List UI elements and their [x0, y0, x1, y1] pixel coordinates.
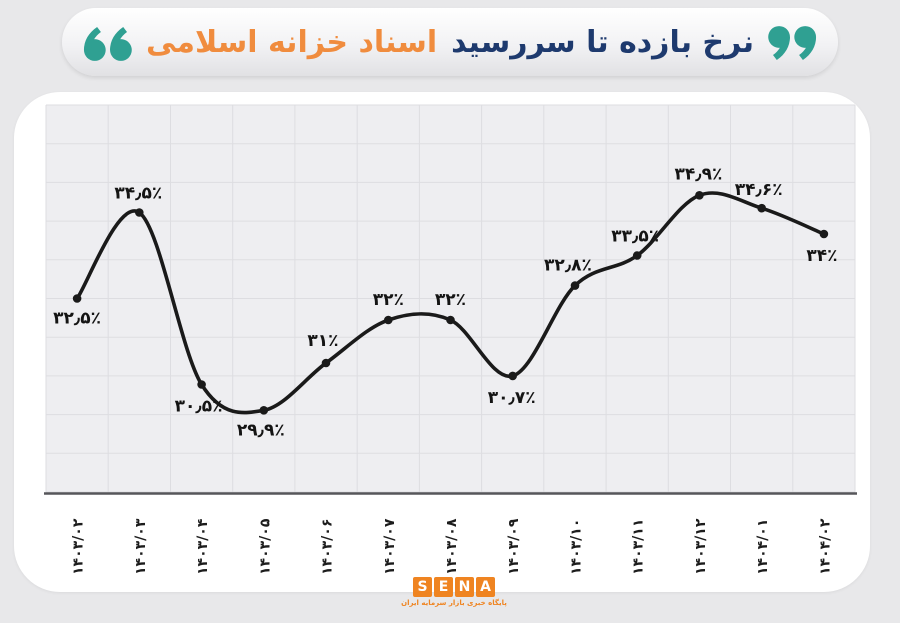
line-chart: ۳۲٫۵٪ ۳۴٫۵٪ ۳۰٫۵٪ ۲۹٫۹٪ ۳۱٪ ۳۲٪ ۳۲٪ ۳۰٫۷٪ ۳۲٫۸٪ ۳… — [44, 104, 857, 575]
logo-letter-tile: S — [413, 577, 432, 597]
x-tick-label: ۱۴۰۴/۰۲ — [817, 518, 833, 575]
title-accent: اسناد خزانه اسلامی — [146, 24, 438, 60]
x-tick-label: ۱۴۰۳/۰۷ — [382, 518, 398, 575]
logo-letter-tile: A — [476, 577, 495, 597]
data-point — [632, 251, 642, 260]
data-point-label: ۳۰٫۷٪ — [488, 388, 536, 408]
data-point — [72, 294, 82, 303]
x-tick-label: ۱۴۰۳/۰۵ — [257, 518, 273, 575]
x-tick-label: ۱۴۰۳/۰۲ — [71, 518, 87, 575]
data-point — [570, 281, 580, 290]
data-point-label: ۳۴٫۹٪ — [674, 164, 722, 184]
data-point-label: ۳۴٫۶٪ — [735, 180, 783, 200]
yield-line — [75, 191, 826, 415]
data-point-label: ۳۲٫۵٪ — [53, 309, 101, 329]
quote-open-icon — [82, 26, 132, 61]
sena-logo-tiles: S E N A — [413, 577, 495, 597]
x-tick-label: ۱۴۰۳/۱۰ — [569, 519, 585, 575]
x-tick-label: ۱۴۰۳/۰۶ — [320, 519, 336, 575]
chart-title-banner: نرخ بازده تا سررسید اسناد خزانه اسلامی — [62, 8, 838, 76]
data-point — [695, 191, 704, 200]
data-point — [259, 406, 269, 415]
data-point-label: ۳۰٫۵٪ — [175, 397, 223, 417]
data-point — [757, 203, 766, 213]
data-point — [135, 208, 144, 217]
data-point-label: ۳۴٫۵٪ — [114, 184, 162, 204]
data-point — [197, 380, 206, 389]
chart-card: ۳۲٫۵٪ ۳۴٫۵٪ ۳۰٫۵٪ ۲۹٫۹٪ ۳۱٪ ۳۲٪ ۳۲٪ ۳۰٫۷٪ ۳۲٫۸٪ ۳… — [14, 92, 870, 592]
data-point — [819, 229, 829, 239]
data-point-label: ۳۴٪ — [806, 246, 837, 266]
sena-logo-subtitle: پایگاه خبری بازار سرمایه ایران — [401, 599, 507, 607]
title-main: نرخ بازده تا سررسید — [451, 24, 754, 60]
x-tick-label: ۱۴۰۴/۰۱ — [755, 519, 771, 575]
data-point — [321, 358, 331, 368]
x-tick-label: ۱۴۰۳/۰۴ — [195, 518, 211, 575]
x-tick-label: ۱۴۰۳/۰۹ — [506, 518, 522, 575]
x-tick-label: ۱۴۰۳/۰۸ — [444, 518, 460, 575]
data-point-label: ۲۹٫۹٪ — [237, 420, 285, 440]
x-tick-label: ۱۴۰۳/۰۳ — [133, 518, 149, 575]
x-tick-label: ۱۴۰۳/۱۲ — [693, 518, 709, 575]
data-point-label: ۳۳٫۵٪ — [611, 227, 659, 247]
quote-close-icon — [768, 25, 818, 61]
x-tick-label: ۱۴۰۳/۱۱ — [631, 519, 647, 575]
data-point — [384, 315, 393, 325]
data-point-label: ۳۲٫۸٪ — [544, 256, 592, 276]
data-point — [508, 371, 517, 381]
data-point — [446, 315, 455, 325]
data-point-label: ۳۱٪ — [307, 331, 338, 351]
sena-logo: S E N A پایگاه خبری بازار سرمایه ایران — [394, 577, 514, 607]
data-point-label: ۳۲٪ — [373, 290, 404, 310]
logo-letter-tile: N — [455, 577, 474, 597]
data-point-label: ۳۲٪ — [435, 290, 466, 310]
logo-letter-tile: E — [434, 577, 453, 597]
